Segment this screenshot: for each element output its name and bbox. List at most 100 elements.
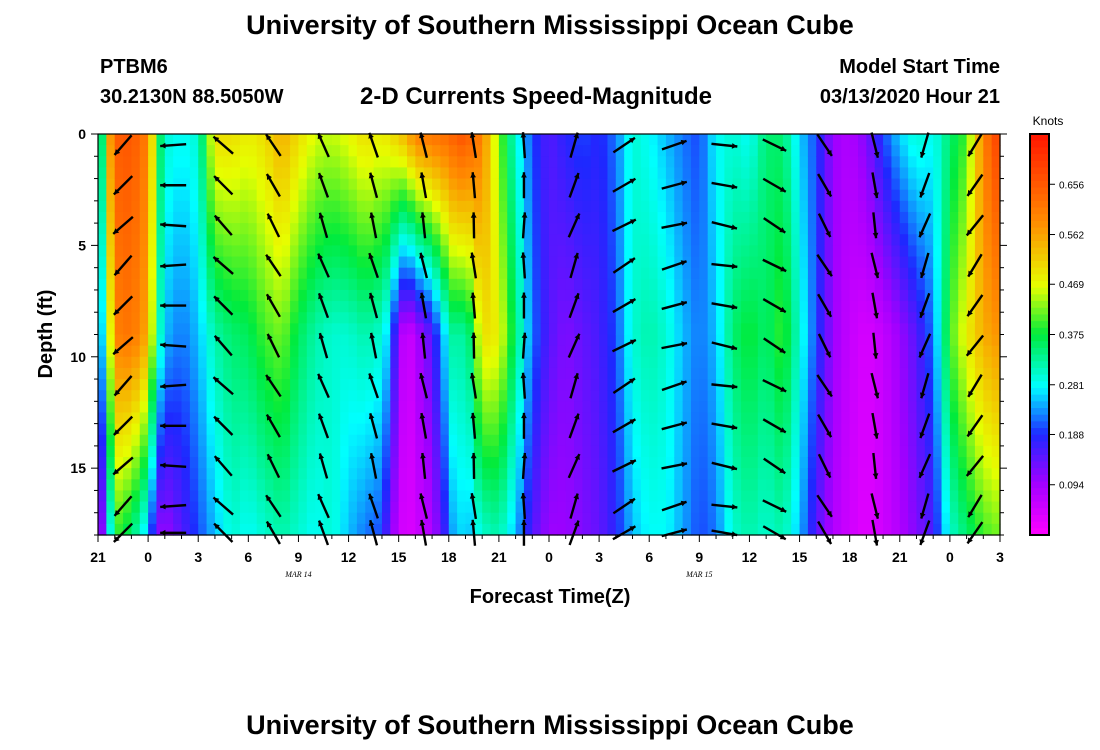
heatmap-cell: [123, 390, 133, 402]
heatmap-cell: [832, 200, 842, 213]
heatmap-cell: [515, 312, 525, 324]
heatmap-cell: [440, 390, 450, 402]
heatmap-cell: [974, 312, 984, 324]
colorbar-swatch: [1030, 227, 1049, 235]
heatmap-cell: [766, 479, 776, 492]
heatmap-cell: [365, 468, 375, 480]
heatmap-cell: [849, 234, 859, 246]
heatmap-cell: [891, 289, 901, 302]
heatmap-cell: [858, 223, 867, 235]
heatmap-cell: [832, 245, 842, 258]
heatmap-cell: [373, 301, 383, 313]
heatmap-cell: [473, 134, 483, 146]
heatmap-cell: [265, 267, 274, 280]
heatmap-cell: [615, 323, 625, 336]
heatmap-cell: [273, 289, 283, 302]
heatmap-cell: [607, 345, 617, 358]
heatmap-cell: [974, 234, 984, 246]
heatmap-cell: [649, 301, 659, 313]
heatmap-cell: [323, 134, 333, 146]
heatmap-cell: [498, 367, 508, 380]
heatmap-cell: [949, 211, 959, 224]
heatmap-cell: [916, 445, 926, 458]
heatmap-cell: [582, 334, 592, 347]
heatmap-cell: [766, 367, 776, 380]
heatmap-cell: [515, 211, 525, 224]
heatmap-cell: [699, 356, 709, 369]
heatmap-cell: [248, 312, 258, 324]
heatmap-cell: [223, 156, 233, 169]
x-tick-label: 18: [842, 549, 858, 565]
heatmap-cell: [991, 256, 1001, 269]
heatmap-cell: [482, 412, 492, 425]
heatmap-cell: [423, 423, 433, 436]
heatmap-cell: [632, 434, 642, 447]
heatmap-cell: [214, 512, 224, 525]
heatmap-cell: [757, 200, 767, 213]
heatmap-cell: [916, 178, 926, 191]
heatmap-cell: [933, 267, 943, 280]
heatmap-cell: [732, 401, 742, 414]
heatmap-cell: [757, 134, 767, 146]
heatmap-cell: [281, 267, 291, 280]
station-id: PTBM6: [100, 56, 168, 78]
heatmap-cell: [949, 379, 959, 391]
heatmap-cell: [565, 134, 575, 146]
heatmap-cell: [181, 301, 191, 313]
heatmap-cell: [574, 445, 584, 458]
heatmap-cell: [657, 334, 667, 347]
heatmap-cell: [707, 301, 717, 313]
heatmap-cell: [832, 390, 842, 402]
heatmap-cell: [607, 178, 617, 191]
heatmap-cell: [941, 379, 951, 391]
heatmap-cell: [782, 490, 792, 503]
heatmap-cell: [239, 356, 249, 369]
heatmap-cell: [841, 401, 851, 414]
heatmap-cell: [223, 267, 233, 280]
heatmap-cell: [832, 167, 842, 180]
heatmap-cell: [365, 189, 375, 202]
heatmap-cell: [381, 312, 391, 324]
heatmap-cell: [398, 367, 408, 380]
heatmap-cell: [924, 412, 934, 425]
heatmap-cell: [949, 189, 959, 202]
heatmap-cell: [248, 167, 258, 180]
heatmap-cell: [665, 211, 675, 224]
heatmap-cell: [858, 479, 867, 492]
heatmap-cell: [98, 512, 107, 525]
heatmap-cell: [407, 445, 416, 458]
heatmap-cell: [582, 256, 592, 269]
heatmap-cell: [256, 523, 266, 536]
heatmap-cell: [281, 245, 291, 258]
heatmap-cell: [866, 234, 876, 246]
heatmap-cell: [239, 401, 249, 414]
heatmap-cell: [891, 223, 901, 235]
heatmap-cell: [582, 156, 592, 169]
heatmap-cell: [181, 457, 191, 469]
heatmap-cell: [365, 156, 375, 169]
heatmap-cell: [891, 256, 901, 269]
heatmap-cell: [941, 490, 951, 503]
heatmap-cell: [933, 423, 943, 436]
heatmap-cell: [331, 356, 341, 369]
heatmap-cell: [490, 278, 500, 291]
heatmap-cell: [657, 134, 667, 146]
heatmap-cell: [139, 468, 149, 480]
heatmap-cell: [365, 234, 375, 246]
heatmap-cell: [607, 412, 617, 425]
heatmap-cell: [665, 412, 675, 425]
heatmap-cell: [189, 200, 199, 213]
heatmap-cell: [757, 334, 767, 347]
heatmap-cell: [173, 390, 183, 402]
heatmap-cell: [974, 223, 984, 235]
heatmap-cell: [807, 501, 817, 514]
heatmap-cell: [181, 223, 191, 235]
heatmap-cell: [298, 245, 308, 258]
heatmap-cell: [415, 479, 425, 492]
heatmap-cell: [340, 145, 350, 157]
heatmap-cell: [315, 189, 325, 202]
heatmap-cell: [749, 356, 759, 369]
heatmap-cell: [799, 167, 809, 180]
heatmap-cell: [523, 178, 533, 191]
heatmap-cell: [498, 256, 508, 269]
